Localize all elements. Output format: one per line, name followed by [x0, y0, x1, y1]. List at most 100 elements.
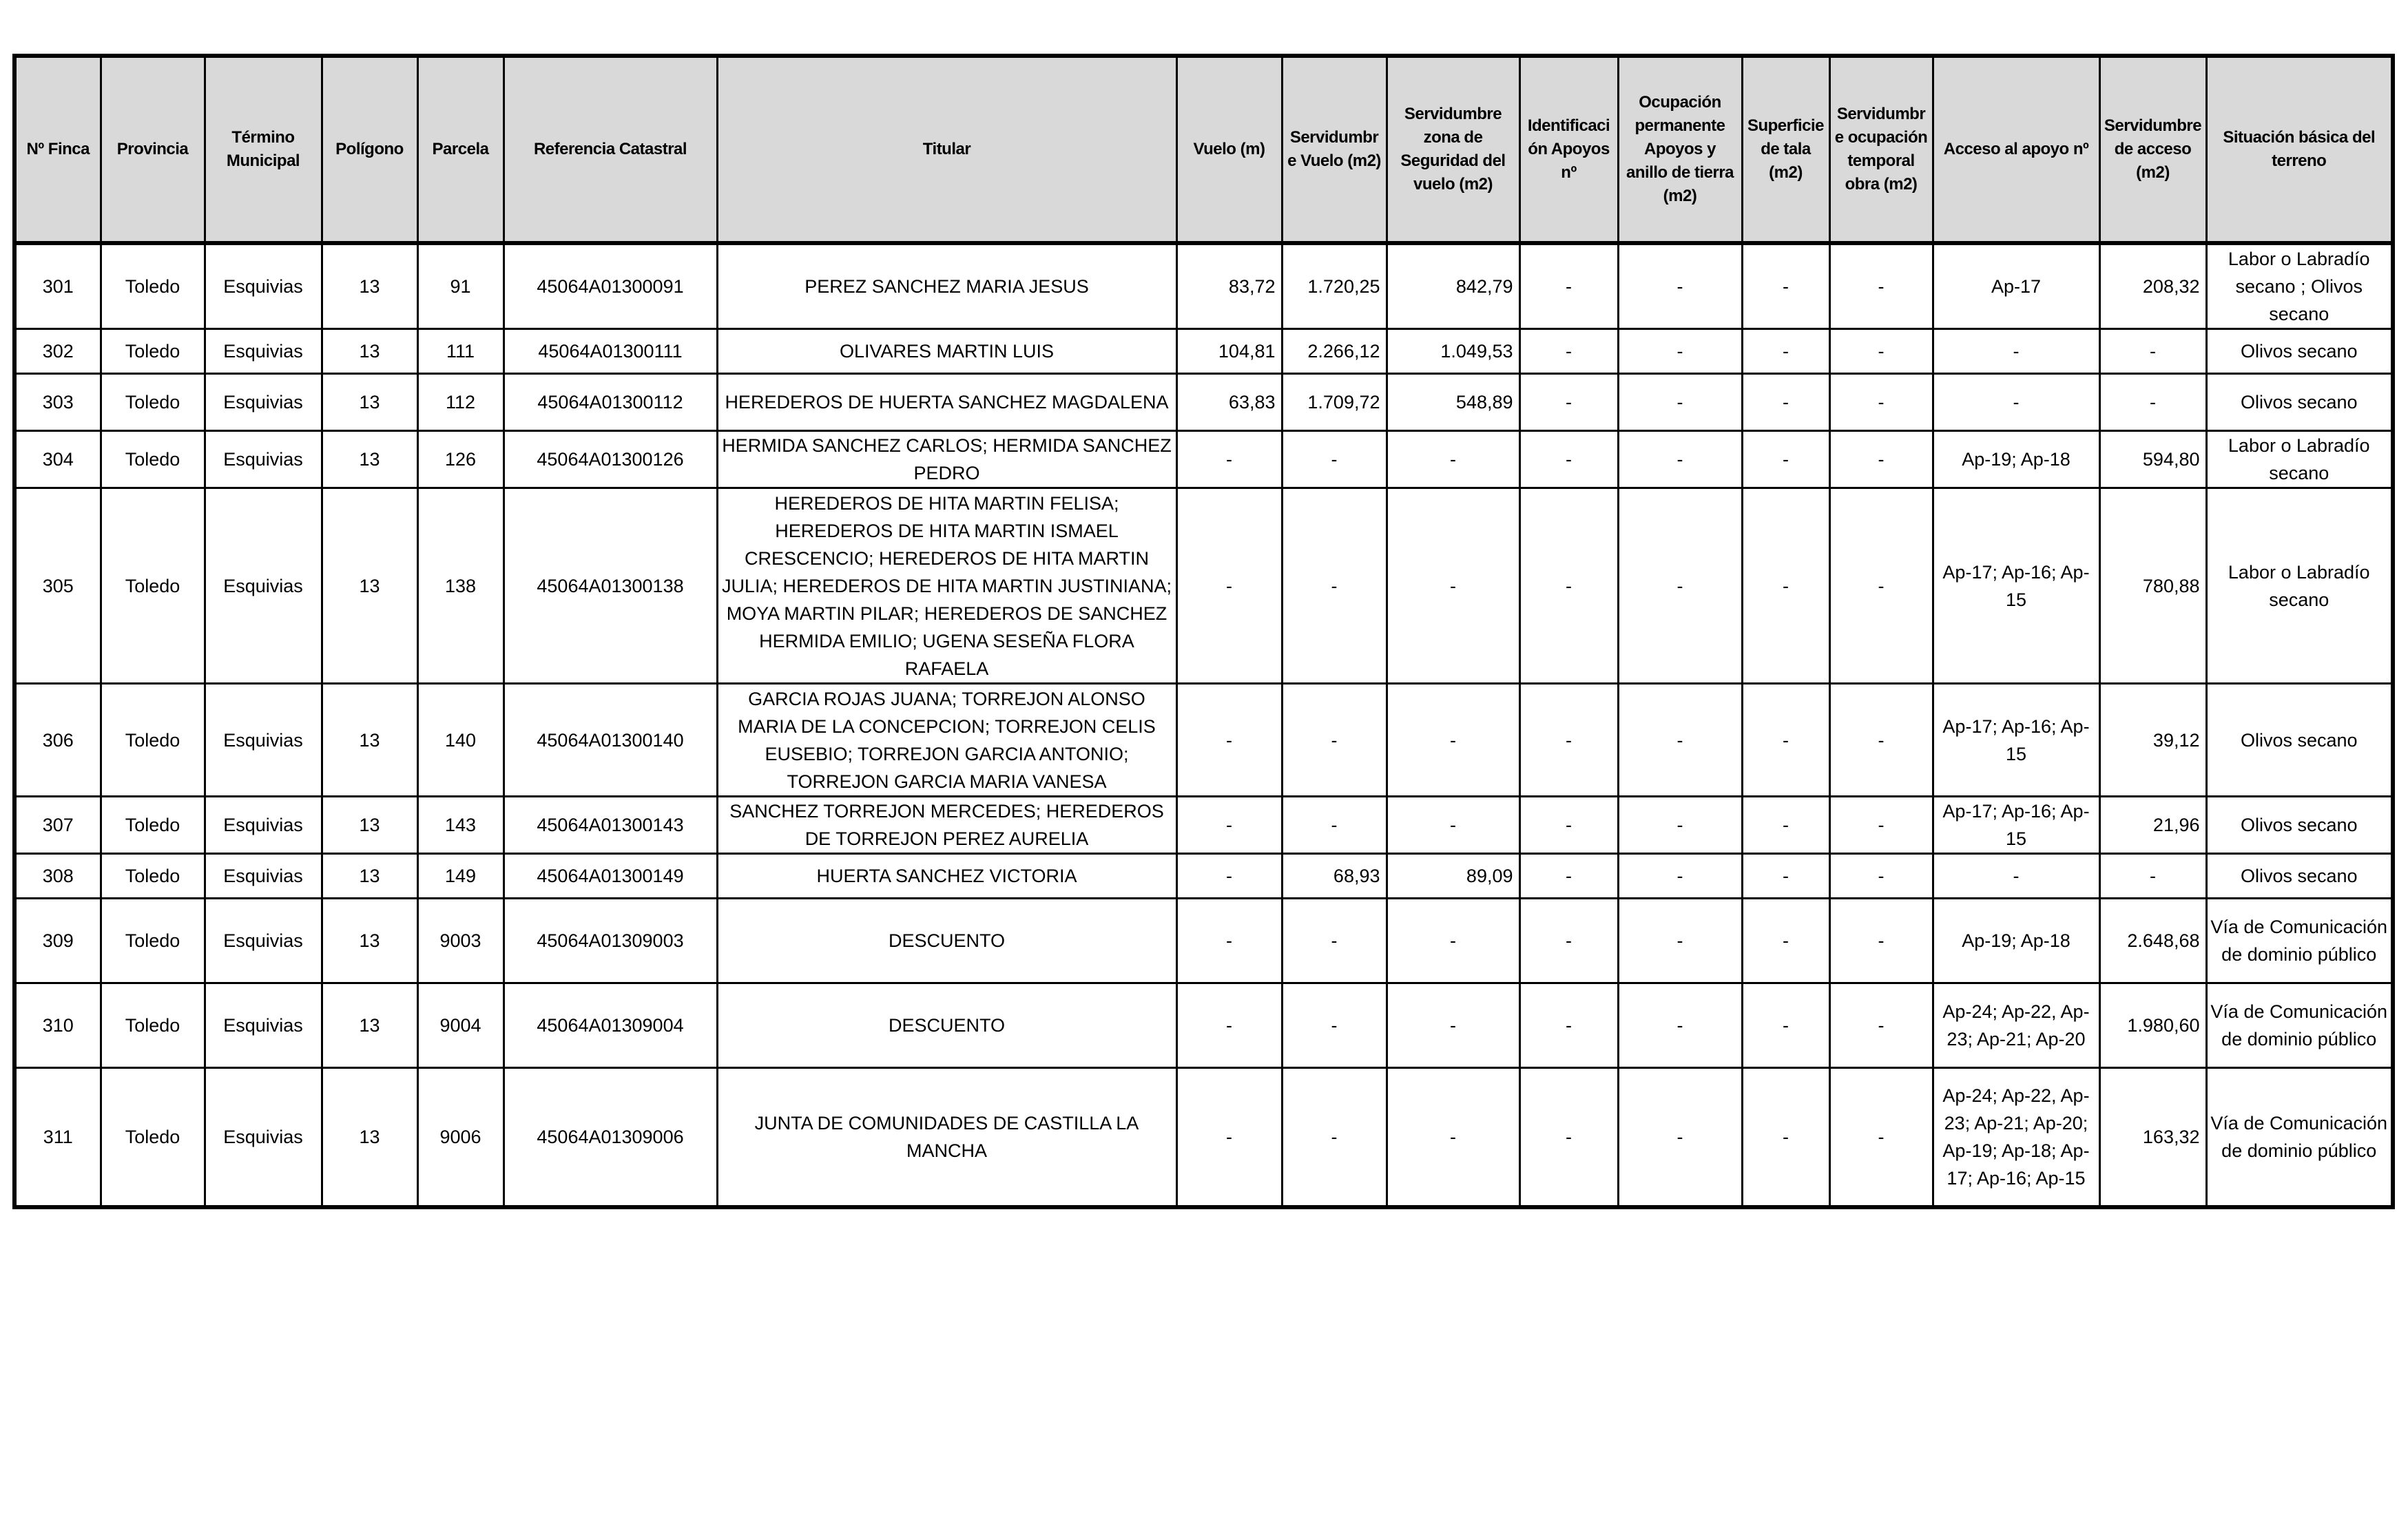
- table-row: 304 Toledo Esquivias 13 126 45064A01300126 HER…: [13, 430, 2394, 489]
- cell-identificacion-apoyos: -: [1518, 242, 1619, 330]
- cell-finca-no: 301: [13, 242, 102, 330]
- cell-ocupacion-permanente: -: [1617, 897, 1743, 984]
- cell-vuelo: 104,81: [1175, 328, 1283, 375]
- table-row: 307 Toledo Esquivias 13 143 45064A01300143 SAN…: [13, 795, 2394, 855]
- cell-poligono: 13: [320, 853, 419, 899]
- cell-acceso-apoyo: Ap-17; Ap-16; Ap-15: [1931, 487, 2101, 685]
- cell-servidumbre-acceso: 594,80: [2098, 430, 2208, 489]
- cell-ocupacion-permanente: -: [1617, 853, 1743, 899]
- cell-termino-municipal: Esquivias: [203, 982, 323, 1069]
- header-titular: Titular: [716, 54, 1178, 244]
- cell-servidumbre-seguridad: 548,89: [1385, 373, 1521, 432]
- cell-termino-municipal: Esquivias: [203, 1067, 323, 1208]
- cell-parcela: 126: [416, 430, 505, 489]
- cell-acceso-apoyo: Ap-17: [1931, 242, 2101, 330]
- cell-servidumbre-ocupacion-temporal: -: [1828, 682, 1934, 797]
- cell-titular: OLIVARES MARTIN LUIS: [716, 328, 1178, 375]
- cell-superficie-tala: -: [1741, 242, 1831, 330]
- cell-provincia: Toledo: [99, 982, 206, 1069]
- cell-titular: HERMIDA SANCHEZ CARLOS; HERMIDA SANCHEZ …: [716, 430, 1178, 489]
- cell-acceso-apoyo: Ap-17; Ap-16; Ap-15: [1931, 795, 2101, 855]
- cell-vuelo: -: [1175, 853, 1283, 899]
- cell-termino-municipal: Esquivias: [203, 487, 323, 685]
- cell-servidumbre-vuelo: -: [1280, 795, 1388, 855]
- table-row: 303 Toledo Esquivias 13 112 45064A01300112 HER…: [13, 373, 2394, 432]
- cell-ocupacion-permanente: -: [1617, 242, 1743, 330]
- cell-vuelo: 83,72: [1175, 242, 1283, 330]
- cell-servidumbre-seguridad: -: [1385, 1067, 1521, 1208]
- cell-identificacion-apoyos: -: [1518, 373, 1619, 432]
- header-acceso-apoyo: Acceso al apoyo nº: [1931, 54, 2101, 244]
- cell-acceso-apoyo: -: [1931, 853, 2101, 899]
- cell-termino-municipal: Esquivias: [203, 328, 323, 375]
- cell-poligono: 13: [320, 328, 419, 375]
- cell-referencia-catastral: 45064A01300112: [502, 373, 718, 432]
- header-superficie-tala: Superficie de tala (m2): [1741, 54, 1831, 244]
- cell-vuelo: -: [1175, 430, 1283, 489]
- cell-servidumbre-ocupacion-temporal: -: [1828, 853, 1934, 899]
- cell-servidumbre-ocupacion-temporal: -: [1828, 1067, 1934, 1208]
- cell-servidumbre-vuelo: -: [1280, 430, 1388, 489]
- cell-servidumbre-ocupacion-temporal: -: [1828, 897, 1934, 984]
- cell-parcela: 111: [416, 328, 505, 375]
- cell-finca-no: 309: [13, 897, 102, 984]
- cell-parcela: 143: [416, 795, 505, 855]
- cell-finca-no: 307: [13, 795, 102, 855]
- cell-servidumbre-ocupacion-temporal: -: [1828, 487, 1934, 685]
- cell-identificacion-apoyos: -: [1518, 682, 1619, 797]
- cell-provincia: Toledo: [99, 487, 206, 685]
- header-finca-no: Nº Finca: [13, 54, 102, 244]
- cell-poligono: 13: [320, 1067, 419, 1208]
- cell-situacion-basica: Labor o Labradío secano ; Olivos secano: [2205, 242, 2394, 330]
- header-poligono: Polígono: [320, 54, 419, 244]
- cell-termino-municipal: Esquivias: [203, 242, 323, 330]
- cell-servidumbre-seguridad: -: [1385, 682, 1521, 797]
- cell-superficie-tala: -: [1741, 373, 1831, 432]
- cell-referencia-catastral: 45064A01309003: [502, 897, 718, 984]
- cell-servidumbre-acceso: 780,88: [2098, 487, 2208, 685]
- cell-vuelo: -: [1175, 897, 1283, 984]
- cell-servidumbre-ocupacion-temporal: -: [1828, 242, 1934, 330]
- cell-provincia: Toledo: [99, 853, 206, 899]
- cell-titular: HEREDEROS DE HITA MARTIN FELISA; HEREDER…: [716, 487, 1178, 685]
- cell-provincia: Toledo: [99, 328, 206, 375]
- cell-superficie-tala: -: [1741, 328, 1831, 375]
- table-header: Nº Finca Provincia Término Municipal Polígo…: [13, 54, 2394, 244]
- cell-vuelo: -: [1175, 1067, 1283, 1208]
- cell-identificacion-apoyos: -: [1518, 328, 1619, 375]
- cell-titular: HUERTA SANCHEZ VICTORIA: [716, 853, 1178, 899]
- cell-servidumbre-acceso: 163,32: [2098, 1067, 2208, 1208]
- header-servidumbre-acceso: Servidumbre de acceso (m2): [2098, 54, 2208, 244]
- cell-acceso-apoyo: -: [1931, 373, 2101, 432]
- cell-vuelo: 63,83: [1175, 373, 1283, 432]
- cell-parcela: 9003: [416, 897, 505, 984]
- cell-referencia-catastral: 45064A01300138: [502, 487, 718, 685]
- cell-ocupacion-permanente: -: [1617, 430, 1743, 489]
- cell-parcela: 9004: [416, 982, 505, 1069]
- cell-servidumbre-acceso: 2.648,68: [2098, 897, 2208, 984]
- parcel-table: Nº Finca Provincia Término Municipal Polígo…: [12, 54, 2395, 1209]
- cell-servidumbre-vuelo: 68,93: [1280, 853, 1388, 899]
- cell-identificacion-apoyos: -: [1518, 430, 1619, 489]
- cell-servidumbre-ocupacion-temporal: -: [1828, 328, 1934, 375]
- cell-acceso-apoyo: Ap-19; Ap-18: [1931, 430, 2101, 489]
- table-row: 306 Toledo Esquivias 13 140 45064A01300140 GAR…: [13, 682, 2394, 797]
- cell-situacion-basica: Vía de Comunicación de dominio público: [2205, 897, 2394, 984]
- cell-poligono: 13: [320, 242, 419, 330]
- cell-titular: DESCUENTO: [716, 982, 1178, 1069]
- cell-finca-no: 302: [13, 328, 102, 375]
- cell-vuelo: -: [1175, 982, 1283, 1069]
- cell-provincia: Toledo: [99, 682, 206, 797]
- header-servidumbre-seguridad: Servidumbre zona de Seguridad del vuelo …: [1385, 54, 1521, 244]
- cell-servidumbre-ocupacion-temporal: -: [1828, 430, 1934, 489]
- cell-referencia-catastral: 45064A01300140: [502, 682, 718, 797]
- header-referencia-catastral: Referencia Catastral: [502, 54, 718, 244]
- cell-provincia: Toledo: [99, 373, 206, 432]
- cell-finca-no: 311: [13, 1067, 102, 1208]
- header-ocupacion-permanente: Ocupación permanente Apoyos y anillo de …: [1617, 54, 1743, 244]
- cell-termino-municipal: Esquivias: [203, 853, 323, 899]
- cell-poligono: 13: [320, 982, 419, 1069]
- cell-servidumbre-vuelo: 2.266,12: [1280, 328, 1388, 375]
- cell-titular: HEREDEROS DE HUERTA SANCHEZ MAGDALENA: [716, 373, 1178, 432]
- cell-superficie-tala: -: [1741, 795, 1831, 855]
